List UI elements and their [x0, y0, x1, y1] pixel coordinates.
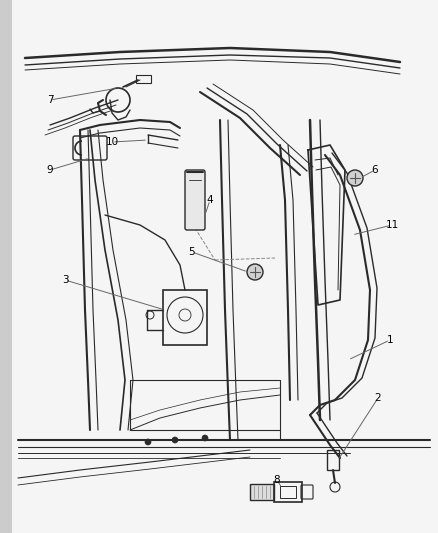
- Text: 2: 2: [374, 393, 381, 403]
- Text: 8: 8: [273, 475, 280, 485]
- FancyBboxPatch shape: [249, 484, 273, 500]
- Text: 9: 9: [46, 165, 53, 175]
- Text: 7: 7: [46, 95, 53, 105]
- FancyBboxPatch shape: [184, 170, 205, 230]
- Text: 5: 5: [188, 247, 195, 257]
- Text: 11: 11: [385, 220, 398, 230]
- Circle shape: [172, 437, 177, 443]
- Text: 10: 10: [105, 137, 118, 147]
- Circle shape: [201, 435, 208, 441]
- Circle shape: [346, 170, 362, 186]
- Text: 6: 6: [371, 165, 378, 175]
- Text: 4: 4: [206, 195, 213, 205]
- Circle shape: [145, 439, 151, 445]
- Bar: [0, 0, 12, 533]
- Text: 3: 3: [62, 275, 68, 285]
- Circle shape: [247, 264, 262, 280]
- Bar: [136, 75, 151, 83]
- Text: 1: 1: [386, 335, 392, 345]
